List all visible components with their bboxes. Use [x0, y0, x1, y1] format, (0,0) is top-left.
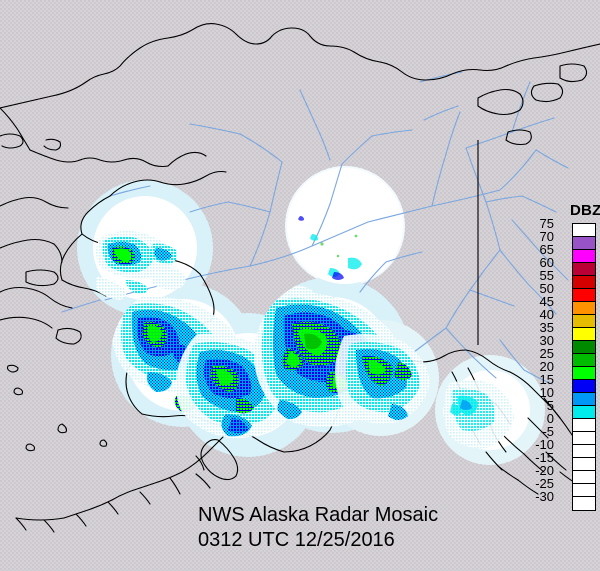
product-timestamp: 0312 UTC 12/25/2016: [198, 529, 395, 551]
legend-tick-25: 25: [539, 346, 554, 361]
radar-echo-nome: [96, 230, 186, 300]
legend-tick-15: 15: [539, 372, 554, 387]
legend-swatch-55: [573, 276, 595, 289]
legend-swatch-neg5: [573, 432, 595, 445]
legend-swatch-neg10: [573, 445, 595, 458]
legend-swatch-70: [573, 237, 595, 250]
river-network: [61, 71, 569, 385]
legend-tick-neg15: -15: [535, 450, 554, 465]
legend-tick-55: 55: [539, 268, 554, 283]
legend-tick-20: 20: [539, 359, 554, 374]
legend-tick-10: 10: [539, 385, 554, 400]
legend-tick-70: 70: [539, 229, 554, 244]
legend-tick-neg10: -10: [535, 437, 554, 452]
legend-swatch-25: [573, 354, 595, 367]
title-block: NWS Alaska Radar Mosaic 0312 UTC 12/25/2…: [198, 503, 438, 553]
legend-tick-75: 75: [539, 216, 554, 231]
legend-swatch-neg30: [573, 497, 595, 510]
legend-swatch-neg20: [573, 471, 595, 484]
legend-tick-40: 40: [539, 307, 554, 322]
legend-tick-30: 30: [539, 333, 554, 348]
legend-swatch-65: [573, 250, 595, 263]
legend-tick-45: 45: [539, 294, 554, 309]
legend-tick-65: 65: [539, 242, 554, 257]
legend-tick-neg5: -5: [542, 424, 554, 439]
legend-tick-0: 0: [546, 411, 554, 426]
legend-swatch-neg15: [573, 458, 595, 471]
radar-echo-fairbanks: [298, 216, 362, 280]
legend-swatch-50: [573, 289, 595, 302]
product-title: NWS Alaska Radar Mosaic: [198, 504, 439, 526]
legend-tick-50: 50: [539, 281, 554, 296]
legend-swatch-30: [573, 341, 595, 354]
legend-swatch-0: [573, 419, 595, 432]
legend-tick-60: 60: [539, 255, 554, 270]
legend-swatch-15: [573, 380, 595, 393]
legend-swatch-60: [573, 263, 595, 276]
legend-title: DBZ: [570, 202, 600, 219]
dbz-legend: DBZ 75 70 65 60 55 50 45 40 35 30 25 20 15 10 5 0 -5 -10-…: [535, 202, 600, 511]
legend-tick-neg25: -25: [535, 476, 554, 491]
legend-swatch-35: [573, 328, 595, 341]
legend-tick-5: 5: [546, 398, 554, 413]
radar-echo-sitka: [442, 380, 514, 449]
legend-swatch-neg25: [573, 484, 595, 497]
legend-swatch-45: [573, 302, 595, 315]
legend-swatch-10: [573, 393, 595, 406]
legend-tick-neg20: -20: [535, 463, 554, 478]
legend-swatch-5: [573, 406, 595, 419]
legend-tick-neg30: -30: [535, 489, 554, 504]
legend-swatch-75: [573, 224, 595, 237]
radar-echo-king-salmon: [176, 333, 295, 439]
radar-echo-middleton: [335, 334, 430, 424]
legend-color-bar: [572, 223, 596, 511]
legend-swatch-40: [573, 315, 595, 328]
legend-swatch-20: [573, 367, 595, 380]
legend-tick-35: 35: [539, 320, 554, 335]
